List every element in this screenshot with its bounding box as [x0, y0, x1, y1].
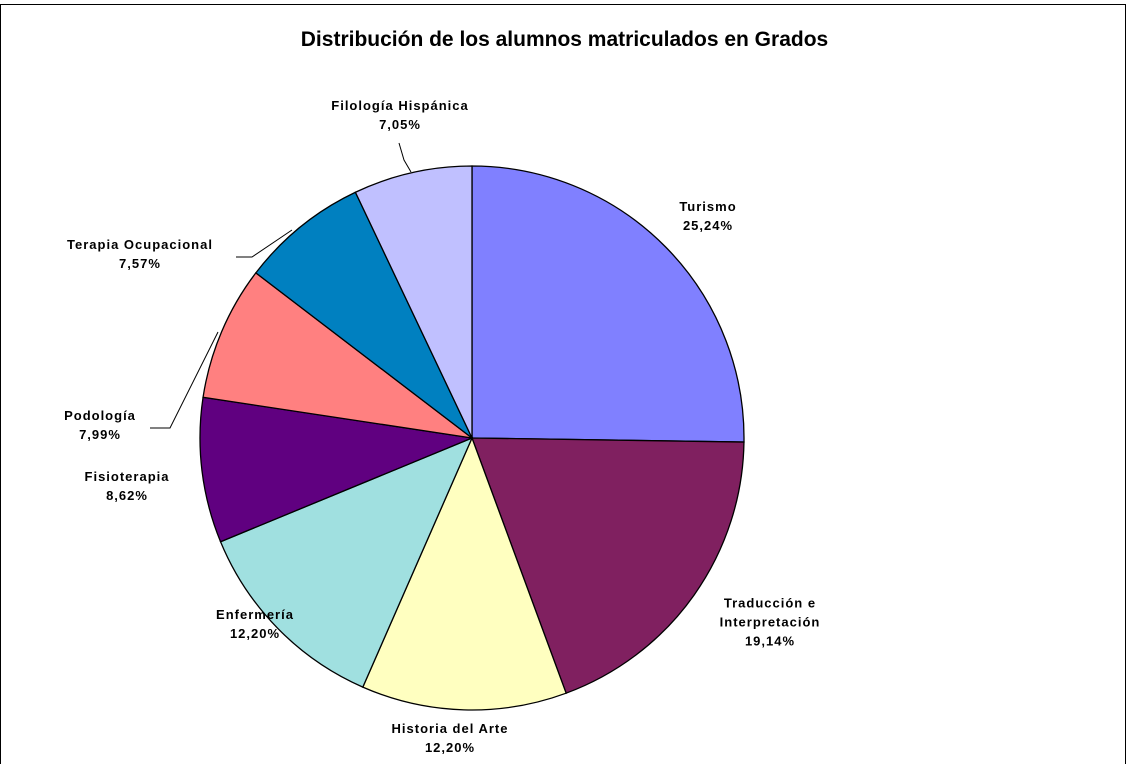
pie-slice — [219, 436, 474, 688]
slice-label: Turismo 25,24% — [679, 197, 736, 235]
leader-line — [236, 229, 293, 258]
category-label: Traducción e Interpretación — [719, 595, 821, 630]
category-label: Fisioterapia — [84, 469, 170, 484]
value-label: 7,05% — [379, 117, 421, 132]
pie-slice — [471, 165, 745, 443]
value-label: 12,20% — [424, 740, 476, 755]
value-label: 7,99% — [79, 427, 121, 442]
leader-line — [150, 331, 219, 429]
category-label: Terapia Ocupacional — [67, 237, 213, 252]
slice-label: Podología 7,99% — [64, 406, 136, 444]
slice-label: Terapia Ocupacional 7,57% — [67, 235, 213, 273]
value-label: 7,57% — [119, 256, 161, 271]
value-label: 19,14% — [744, 633, 796, 649]
slice-label: Fisioterapia 8,62% — [85, 467, 170, 505]
category-label: Historia del Arte — [391, 721, 509, 736]
pie-slice — [471, 437, 745, 695]
pie-slice — [254, 191, 473, 439]
value-label: 25,24% — [682, 218, 734, 233]
leader-line — [398, 142, 412, 173]
slice-label: Enfermería 12,20% — [216, 605, 294, 643]
chart-title: Distribución de los alumnos matriculados… — [300, 28, 829, 51]
category-label: Podología — [64, 408, 136, 423]
slice-label: Filología Hispánica 7,05% — [331, 96, 468, 134]
chart-frame — [0, 4, 1126, 764]
value-label: 12,20% — [229, 626, 281, 641]
slice-label: Historia del Arte 12,20% — [392, 719, 509, 757]
pie-slice — [361, 436, 567, 711]
pie-slice — [202, 271, 473, 439]
pie-slice — [199, 396, 475, 543]
category-label: Turismo — [679, 199, 737, 214]
category-label: Enfermería — [216, 607, 294, 622]
category-label: Filología Hispánica — [331, 98, 469, 113]
pie-slice — [354, 165, 473, 439]
value-label: 8,62% — [106, 488, 148, 503]
slice-label: Traducción e Interpretación 19,14% — [700, 594, 840, 651]
